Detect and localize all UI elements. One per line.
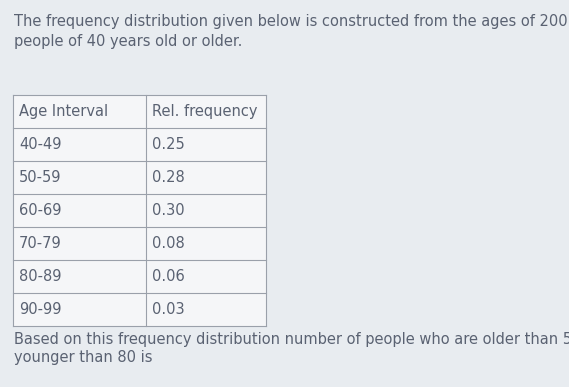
Text: younger than 80 is: younger than 80 is xyxy=(14,350,152,365)
Bar xyxy=(13,95,266,326)
Text: Based on this frequency distribution number of people who are older than 59 and: Based on this frequency distribution num… xyxy=(14,332,569,347)
Text: 0.28: 0.28 xyxy=(152,170,185,185)
Text: 80-89: 80-89 xyxy=(19,269,61,284)
Text: people of 40 years old or older.: people of 40 years old or older. xyxy=(14,34,242,49)
Text: Rel. frequency: Rel. frequency xyxy=(152,104,258,119)
Text: 50-59: 50-59 xyxy=(19,170,61,185)
Text: 40-49: 40-49 xyxy=(19,137,61,152)
Text: 0.30: 0.30 xyxy=(152,203,184,218)
Text: 0.06: 0.06 xyxy=(152,269,185,284)
Text: 0.08: 0.08 xyxy=(152,236,185,251)
Text: 70-79: 70-79 xyxy=(19,236,62,251)
Text: 60-69: 60-69 xyxy=(19,203,61,218)
Text: 90-99: 90-99 xyxy=(19,302,61,317)
Text: The frequency distribution given below is constructed from the ages of 200: The frequency distribution given below i… xyxy=(14,14,568,29)
Text: 0.03: 0.03 xyxy=(152,302,184,317)
Text: 0.25: 0.25 xyxy=(152,137,185,152)
Text: Age Interval: Age Interval xyxy=(19,104,108,119)
